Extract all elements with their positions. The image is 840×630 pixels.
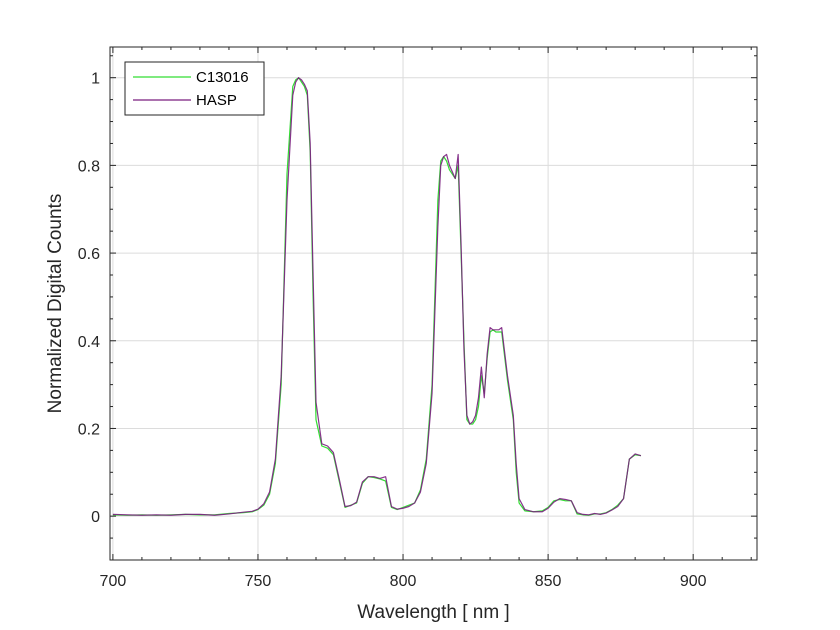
- y-tick-label: 0.8: [78, 158, 100, 175]
- grid: [110, 47, 757, 560]
- x-tick-label: 900: [680, 573, 707, 590]
- legend: C13016 HASP: [124, 61, 265, 116]
- tick-labels: 700 750 800 850 900 0 0.2 0.4 0.6 0.8 1: [78, 71, 707, 590]
- x-axis-label: Wavelength [ nm ]: [357, 602, 509, 623]
- y-tick-label: 1: [91, 71, 100, 88]
- x-tick-label: 750: [245, 573, 272, 590]
- legend-label-c13016: C13016: [196, 69, 249, 86]
- plot-area: [109, 46, 758, 561]
- x-tick-label: 700: [100, 573, 127, 590]
- legend-box: [124, 61, 265, 116]
- x-tick-label: 850: [535, 573, 562, 590]
- series-line-hasp: [112, 77, 642, 516]
- legend-label-hasp: HASP: [196, 92, 237, 109]
- y-tick-label: 0.2: [78, 421, 100, 438]
- y-tick-label: 0.6: [78, 246, 100, 263]
- y-tick-label: 0.4: [78, 334, 100, 351]
- ticks: [110, 47, 757, 560]
- x-tick-label: 800: [390, 573, 417, 590]
- series-lines: [112, 77, 642, 516]
- y-axis-label: Normalized Digital Counts: [45, 194, 66, 414]
- y-tick-label: 0: [91, 509, 100, 526]
